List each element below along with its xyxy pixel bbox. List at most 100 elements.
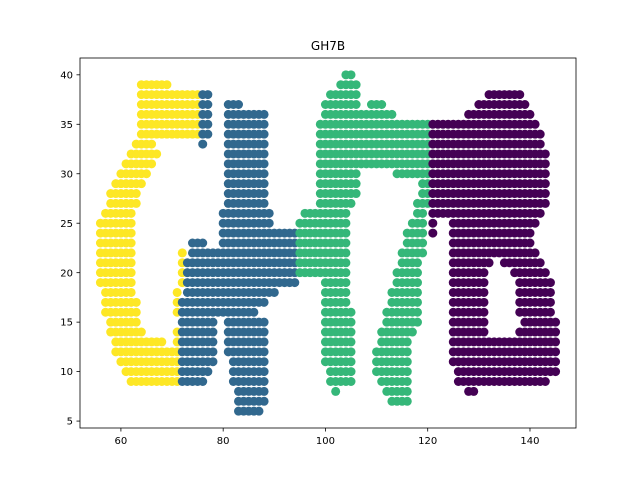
data-point xyxy=(412,307,422,317)
data-point xyxy=(551,327,561,337)
data-point xyxy=(418,238,428,248)
data-point xyxy=(341,287,351,297)
data-point xyxy=(351,179,361,189)
data-point xyxy=(269,287,279,297)
data-point xyxy=(259,347,269,357)
data-point xyxy=(203,100,213,109)
data-point xyxy=(418,248,428,258)
data-point xyxy=(525,228,535,238)
data-point xyxy=(259,149,269,159)
data-point xyxy=(545,287,555,297)
data-point xyxy=(157,337,167,347)
data-point xyxy=(341,297,351,307)
data-point xyxy=(259,317,269,327)
x-tick-label: 60 xyxy=(115,436,128,447)
data-point xyxy=(346,367,356,377)
data-point xyxy=(346,307,356,317)
data-point xyxy=(551,347,561,357)
data-point xyxy=(341,238,351,248)
data-point xyxy=(259,367,269,377)
data-point xyxy=(131,189,141,199)
data-point xyxy=(484,258,494,268)
data-point xyxy=(341,268,351,278)
data-point xyxy=(479,268,489,278)
data-point xyxy=(208,347,218,357)
data-point xyxy=(412,258,422,268)
data-point xyxy=(377,100,387,109)
data-point xyxy=(208,357,218,367)
data-point xyxy=(208,337,218,347)
data-point xyxy=(479,307,489,317)
data-point xyxy=(535,208,545,218)
series-0 xyxy=(95,80,203,386)
series-3 xyxy=(428,90,561,396)
data-point xyxy=(479,287,489,297)
data-point xyxy=(351,169,361,179)
data-point xyxy=(520,100,530,109)
data-point xyxy=(530,248,540,258)
data-point xyxy=(551,337,561,347)
data-point xyxy=(259,297,269,307)
data-point xyxy=(346,347,356,357)
data-point xyxy=(412,297,422,307)
x-tick-label: 100 xyxy=(316,436,335,447)
data-point xyxy=(545,307,555,317)
data-point xyxy=(126,228,136,238)
data-point xyxy=(259,386,269,396)
data-point xyxy=(412,287,422,297)
data-point xyxy=(412,268,422,278)
data-point xyxy=(412,278,422,288)
data-point xyxy=(346,327,356,337)
data-point xyxy=(341,218,351,228)
data-point xyxy=(259,179,269,189)
data-point xyxy=(535,129,545,139)
data-point xyxy=(545,278,555,288)
data-point xyxy=(259,198,269,208)
data-point xyxy=(259,119,269,129)
data-point xyxy=(402,377,412,386)
x-tick-label: 120 xyxy=(418,436,437,447)
data-point xyxy=(479,297,489,307)
data-point xyxy=(249,307,259,317)
data-point xyxy=(147,159,157,169)
data-point xyxy=(131,198,141,208)
data-point xyxy=(234,100,244,109)
data-point xyxy=(346,337,356,347)
data-point xyxy=(254,406,264,416)
data-point xyxy=(126,218,136,228)
data-point xyxy=(418,228,428,238)
data-point xyxy=(208,327,218,337)
data-point xyxy=(540,268,550,278)
data-point xyxy=(259,337,269,347)
y-tick-label: 25 xyxy=(60,219,73,230)
data-point xyxy=(402,367,412,377)
data-point xyxy=(126,208,136,218)
data-point xyxy=(346,317,356,327)
y-tick-label: 35 xyxy=(60,120,73,131)
data-point xyxy=(172,287,182,297)
y-tick-label: 20 xyxy=(60,268,73,279)
data-point xyxy=(290,278,300,288)
data-point xyxy=(540,159,550,169)
data-point xyxy=(203,129,213,139)
data-point xyxy=(551,367,561,377)
data-point xyxy=(141,169,151,179)
y-tick-label: 30 xyxy=(60,169,73,180)
data-point xyxy=(545,297,555,307)
data-point xyxy=(525,109,535,119)
axes-frame xyxy=(79,57,577,429)
data-point xyxy=(540,189,550,199)
data-point xyxy=(259,357,269,367)
data-point xyxy=(551,357,561,367)
data-point xyxy=(479,327,489,337)
data-point xyxy=(341,208,351,218)
data-point xyxy=(402,396,412,406)
points-layer xyxy=(95,70,561,416)
y-tick-label: 40 xyxy=(60,70,73,81)
data-point xyxy=(259,377,269,386)
data-point xyxy=(341,258,351,268)
data-point xyxy=(198,238,208,248)
data-point xyxy=(162,80,172,90)
data-point xyxy=(259,139,269,149)
data-point xyxy=(136,327,146,337)
